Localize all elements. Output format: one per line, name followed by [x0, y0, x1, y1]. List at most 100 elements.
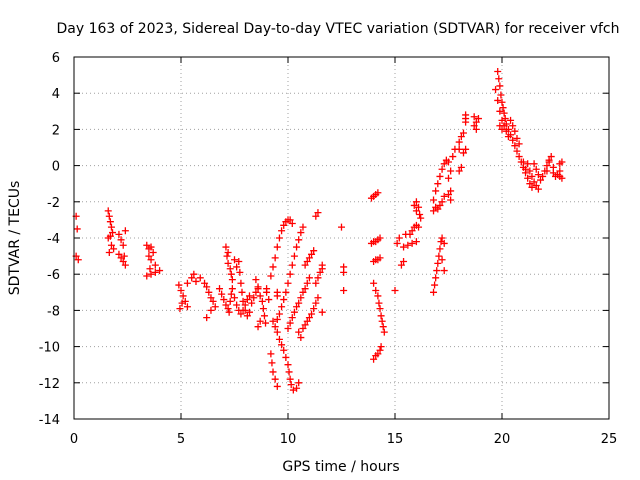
data-point — [151, 268, 159, 276]
data-point — [455, 167, 463, 175]
data-point — [190, 270, 198, 278]
data-point — [222, 301, 230, 309]
data-point — [303, 317, 311, 325]
data-point — [509, 136, 517, 144]
data-point — [178, 299, 186, 307]
data-point — [224, 305, 232, 313]
data-point — [447, 187, 455, 195]
data-point — [408, 227, 416, 235]
data-point — [440, 239, 448, 247]
data-point — [188, 274, 196, 282]
data-point — [376, 305, 384, 313]
data-point — [175, 281, 183, 289]
data-point — [120, 252, 128, 260]
data-point — [305, 254, 313, 262]
data-point — [295, 299, 303, 307]
data-point — [301, 321, 309, 329]
data-point — [435, 252, 443, 260]
data-point — [225, 308, 233, 316]
data-point — [391, 286, 399, 294]
data-point — [509, 122, 517, 130]
data-point — [207, 294, 215, 302]
x-tick-labels: 0 5 10 15 20 25 — [70, 432, 617, 447]
data-point — [500, 109, 508, 117]
data-point — [295, 328, 303, 336]
data-point — [286, 375, 294, 383]
data-point — [415, 223, 423, 231]
data-point — [449, 153, 457, 161]
data-point — [263, 285, 271, 293]
data-point — [432, 274, 440, 282]
data-point — [434, 259, 442, 267]
data-point — [312, 279, 320, 287]
data-point — [412, 207, 420, 215]
data-point — [146, 265, 154, 273]
data-point — [295, 236, 303, 244]
data-point — [515, 153, 523, 161]
data-point — [299, 223, 307, 231]
data-point — [526, 180, 534, 188]
data-point — [109, 229, 117, 237]
data-point — [147, 256, 155, 264]
data-point — [378, 317, 386, 325]
data-point — [196, 274, 204, 282]
y-axis-title: SDTVAR / TECUs — [7, 181, 23, 296]
data-point — [310, 247, 318, 255]
data-point — [436, 201, 444, 209]
data-point — [156, 267, 164, 275]
data-point — [375, 299, 383, 307]
data-point — [314, 274, 322, 282]
data-point — [528, 172, 536, 180]
data-point — [233, 263, 241, 271]
data-point — [543, 167, 551, 175]
data-point — [400, 258, 408, 266]
data-point — [376, 346, 384, 354]
data-point — [74, 256, 82, 264]
data-point — [207, 306, 215, 314]
data-point — [226, 297, 234, 305]
data-point — [376, 254, 384, 262]
data-point — [260, 312, 268, 320]
data-point — [117, 236, 125, 244]
y-tick-label: -10 — [39, 341, 60, 356]
data-point — [526, 167, 534, 175]
data-point — [459, 129, 467, 137]
y-tick-label: 6 — [52, 51, 60, 66]
data-point — [268, 359, 276, 367]
data-point — [438, 256, 446, 264]
data-point — [245, 292, 253, 300]
data-point — [293, 303, 301, 311]
data-point — [524, 160, 532, 168]
data-point — [496, 82, 504, 90]
x-tick-label: 15 — [387, 432, 404, 447]
data-point — [252, 288, 260, 296]
data-point — [284, 279, 292, 287]
data-point — [203, 314, 211, 322]
data-point — [377, 312, 385, 320]
data-point — [472, 125, 480, 133]
data-point — [338, 223, 345, 231]
data-point — [269, 263, 277, 271]
data-point — [445, 191, 452, 199]
data-point — [220, 296, 228, 304]
y-tick-label: -2 — [47, 196, 60, 211]
data-point — [147, 270, 155, 278]
data-point — [233, 301, 241, 309]
data-point — [273, 382, 281, 390]
data-point — [445, 174, 452, 182]
data-point — [507, 116, 515, 124]
data-point — [547, 153, 555, 161]
data-point — [305, 314, 313, 322]
data-point — [462, 118, 470, 126]
x-tick-label: 0 — [70, 432, 78, 447]
data-point — [459, 149, 467, 157]
data-point — [119, 258, 127, 266]
data-point — [511, 127, 519, 135]
data-point — [105, 212, 113, 220]
data-point — [455, 138, 463, 146]
data-point — [496, 122, 504, 130]
data-point — [417, 214, 425, 222]
data-point — [145, 252, 153, 260]
data-point — [374, 350, 382, 358]
data-point — [318, 261, 326, 269]
